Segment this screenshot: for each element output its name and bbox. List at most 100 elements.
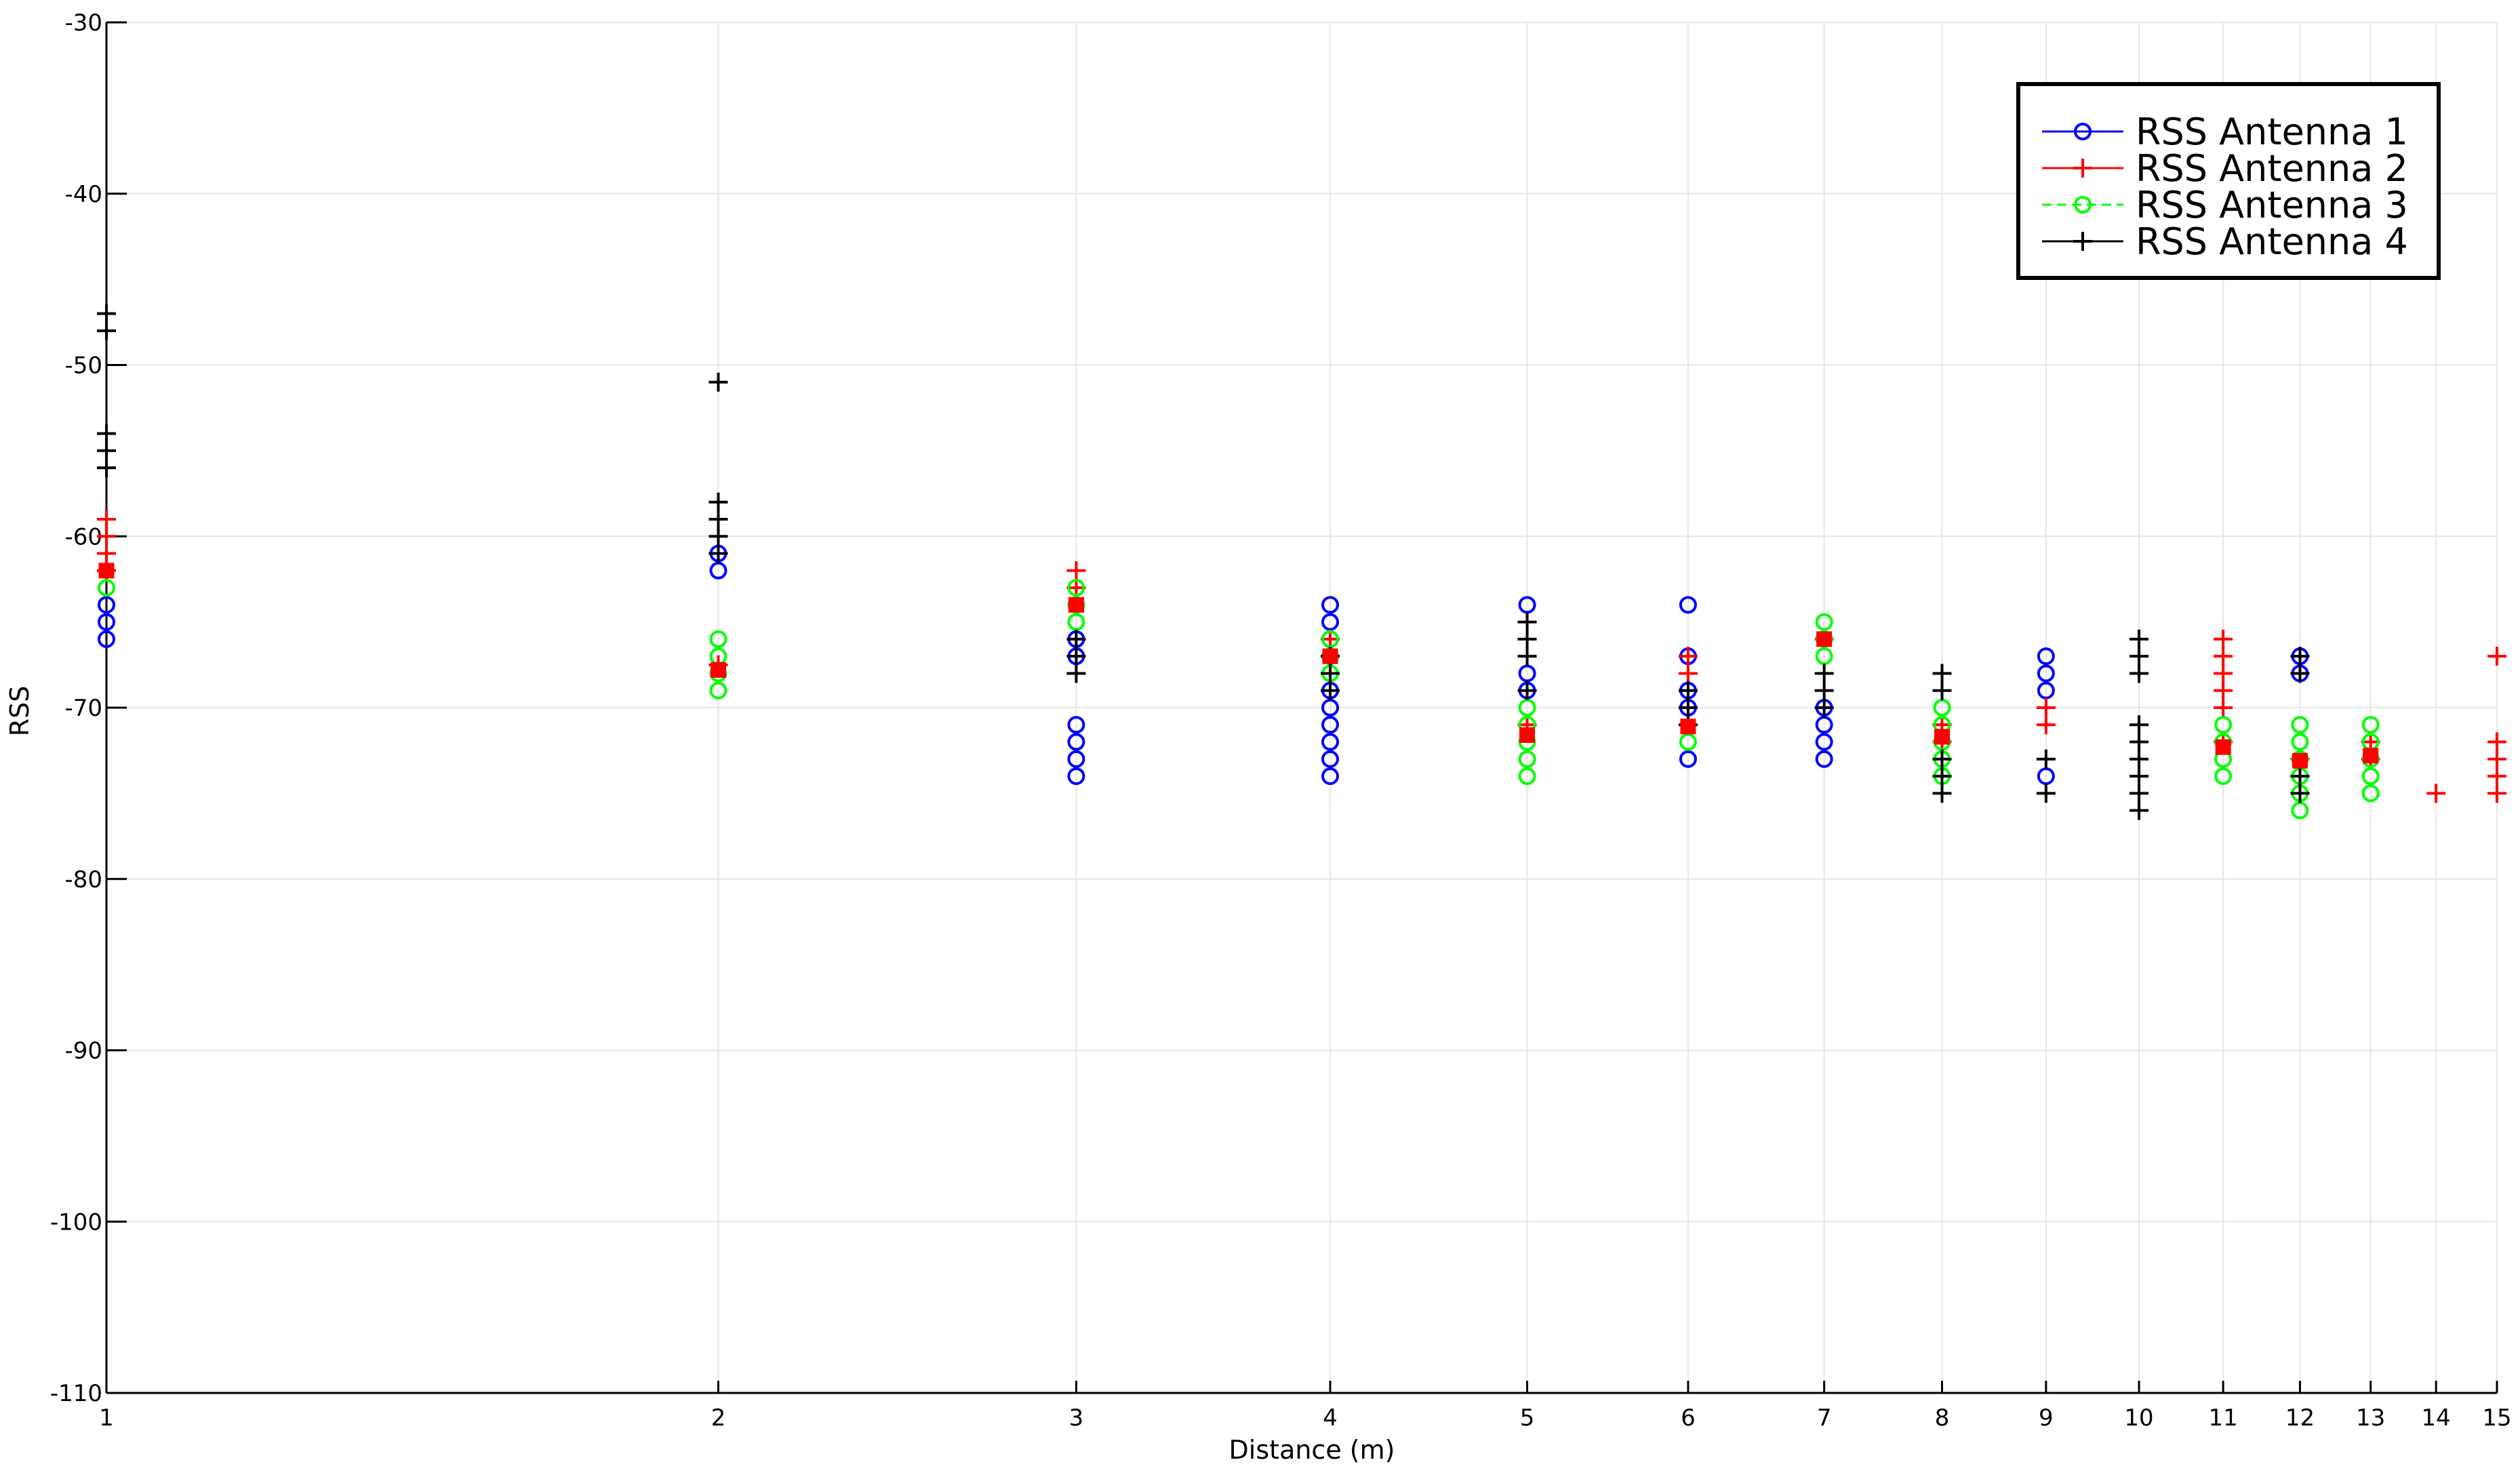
data-point (2290, 767, 2310, 786)
data-point (1679, 733, 1697, 751)
data-point (1067, 716, 1085, 734)
data-point (98, 613, 115, 631)
data-point (1932, 664, 1952, 683)
y-tick-label: -40 (64, 181, 102, 208)
mean-marker (2292, 752, 2308, 769)
data-point (1932, 767, 1952, 786)
legend-item-1: RSS Antenna 1 (2042, 110, 2408, 153)
data-point (2214, 767, 2233, 786)
data-point (1815, 716, 1833, 734)
plot-area (97, 304, 2506, 820)
data-point (2487, 647, 2506, 666)
data-point (2291, 733, 2309, 751)
data-point (98, 579, 115, 597)
data-point (2487, 767, 2506, 786)
x-tick-label: 14 (2422, 1404, 2451, 1432)
data-point (1321, 681, 1340, 700)
y-tick-label: -90 (64, 1038, 102, 1065)
data-point (98, 596, 115, 614)
data-point (1678, 647, 1698, 666)
data-point (1066, 561, 1086, 580)
data-point (708, 544, 728, 563)
series-4 (97, 304, 2310, 820)
data-point (709, 630, 727, 648)
data-point (1678, 681, 1698, 700)
legend-marker (2074, 123, 2092, 140)
legend-marker (2074, 196, 2092, 214)
data-point (2214, 716, 2233, 734)
legend-marker (2073, 232, 2092, 251)
data-point (2291, 801, 2309, 820)
data-point (2290, 664, 2310, 683)
data-point (1933, 699, 1951, 716)
data-point (2129, 629, 2149, 649)
data-point (1067, 733, 1085, 751)
data-point (2129, 767, 2149, 786)
series-1 (98, 544, 2309, 786)
data-point (2361, 767, 2380, 786)
x-tick-label: 6 (1681, 1404, 1696, 1432)
mean-marker (711, 662, 727, 678)
data-point (2487, 749, 2506, 769)
data-point (1321, 699, 1340, 716)
data-point (2426, 784, 2446, 803)
data-point (1066, 664, 1086, 683)
data-point (1932, 784, 1952, 803)
data-point (1518, 664, 1536, 683)
series-3 (98, 579, 2380, 820)
data-point (1321, 596, 1340, 614)
x-tick-label: 4 (1323, 1404, 1338, 1432)
data-point (1815, 647, 1833, 666)
legend-marker (2073, 159, 2092, 178)
data-point (1679, 596, 1697, 614)
data-point (1679, 750, 1697, 768)
data-point (2129, 749, 2149, 769)
data-point (708, 509, 728, 529)
data-point (2361, 784, 2380, 803)
data-point (1517, 612, 1537, 632)
data-point (2361, 716, 2380, 734)
data-point (1517, 681, 1537, 700)
data-point (2290, 647, 2310, 666)
data-point (1814, 681, 1834, 700)
data-point (1932, 749, 1952, 769)
data-point (1815, 733, 1833, 751)
y-tick-label: -50 (64, 352, 102, 380)
data-point (1321, 630, 1340, 648)
data-point (2214, 681, 2233, 700)
data-point (2037, 681, 2055, 700)
mean-marker (1934, 729, 1951, 745)
data-point (1678, 664, 1698, 683)
y-axis-title: RSS (5, 686, 35, 737)
x-tick-label: 9 (2039, 1404, 2054, 1432)
data-point (1321, 733, 1340, 751)
data-point (1067, 767, 1085, 786)
mean-marker (1519, 727, 1536, 743)
data-point (1067, 750, 1085, 768)
data-point (1321, 767, 1340, 786)
x-tick-label: 10 (2124, 1404, 2153, 1432)
data-point (1066, 647, 1086, 666)
data-point (1518, 596, 1536, 614)
data-point (2037, 647, 2055, 666)
data-point (1321, 613, 1340, 631)
legend-label: RSS Antenna 1 (2136, 110, 2408, 153)
x-tick-label: 3 (1069, 1404, 1084, 1432)
data-point (1067, 579, 1085, 597)
data-point (97, 527, 116, 546)
legend-item-3: RSS Antenna 3 (2042, 184, 2408, 226)
data-point (2214, 629, 2233, 649)
data-point (709, 561, 727, 580)
x-tick-label: 13 (2356, 1404, 2385, 1432)
x-axis-title: Distance (m) (1229, 1435, 1395, 1465)
data-point (2290, 784, 2310, 803)
tick-labels: 1 2 3 4 5 6 7 8 9 10 11 12 13 14 15-110-100-90-80-70-6… (50, 9, 2512, 1432)
data-point (1518, 750, 1536, 768)
axes (105, 21, 2498, 1394)
data-point (2129, 784, 2149, 803)
x-tick-label: 8 (1935, 1404, 1950, 1432)
x-tick-label: 11 (2209, 1404, 2238, 1432)
mean-markers (98, 563, 2379, 769)
